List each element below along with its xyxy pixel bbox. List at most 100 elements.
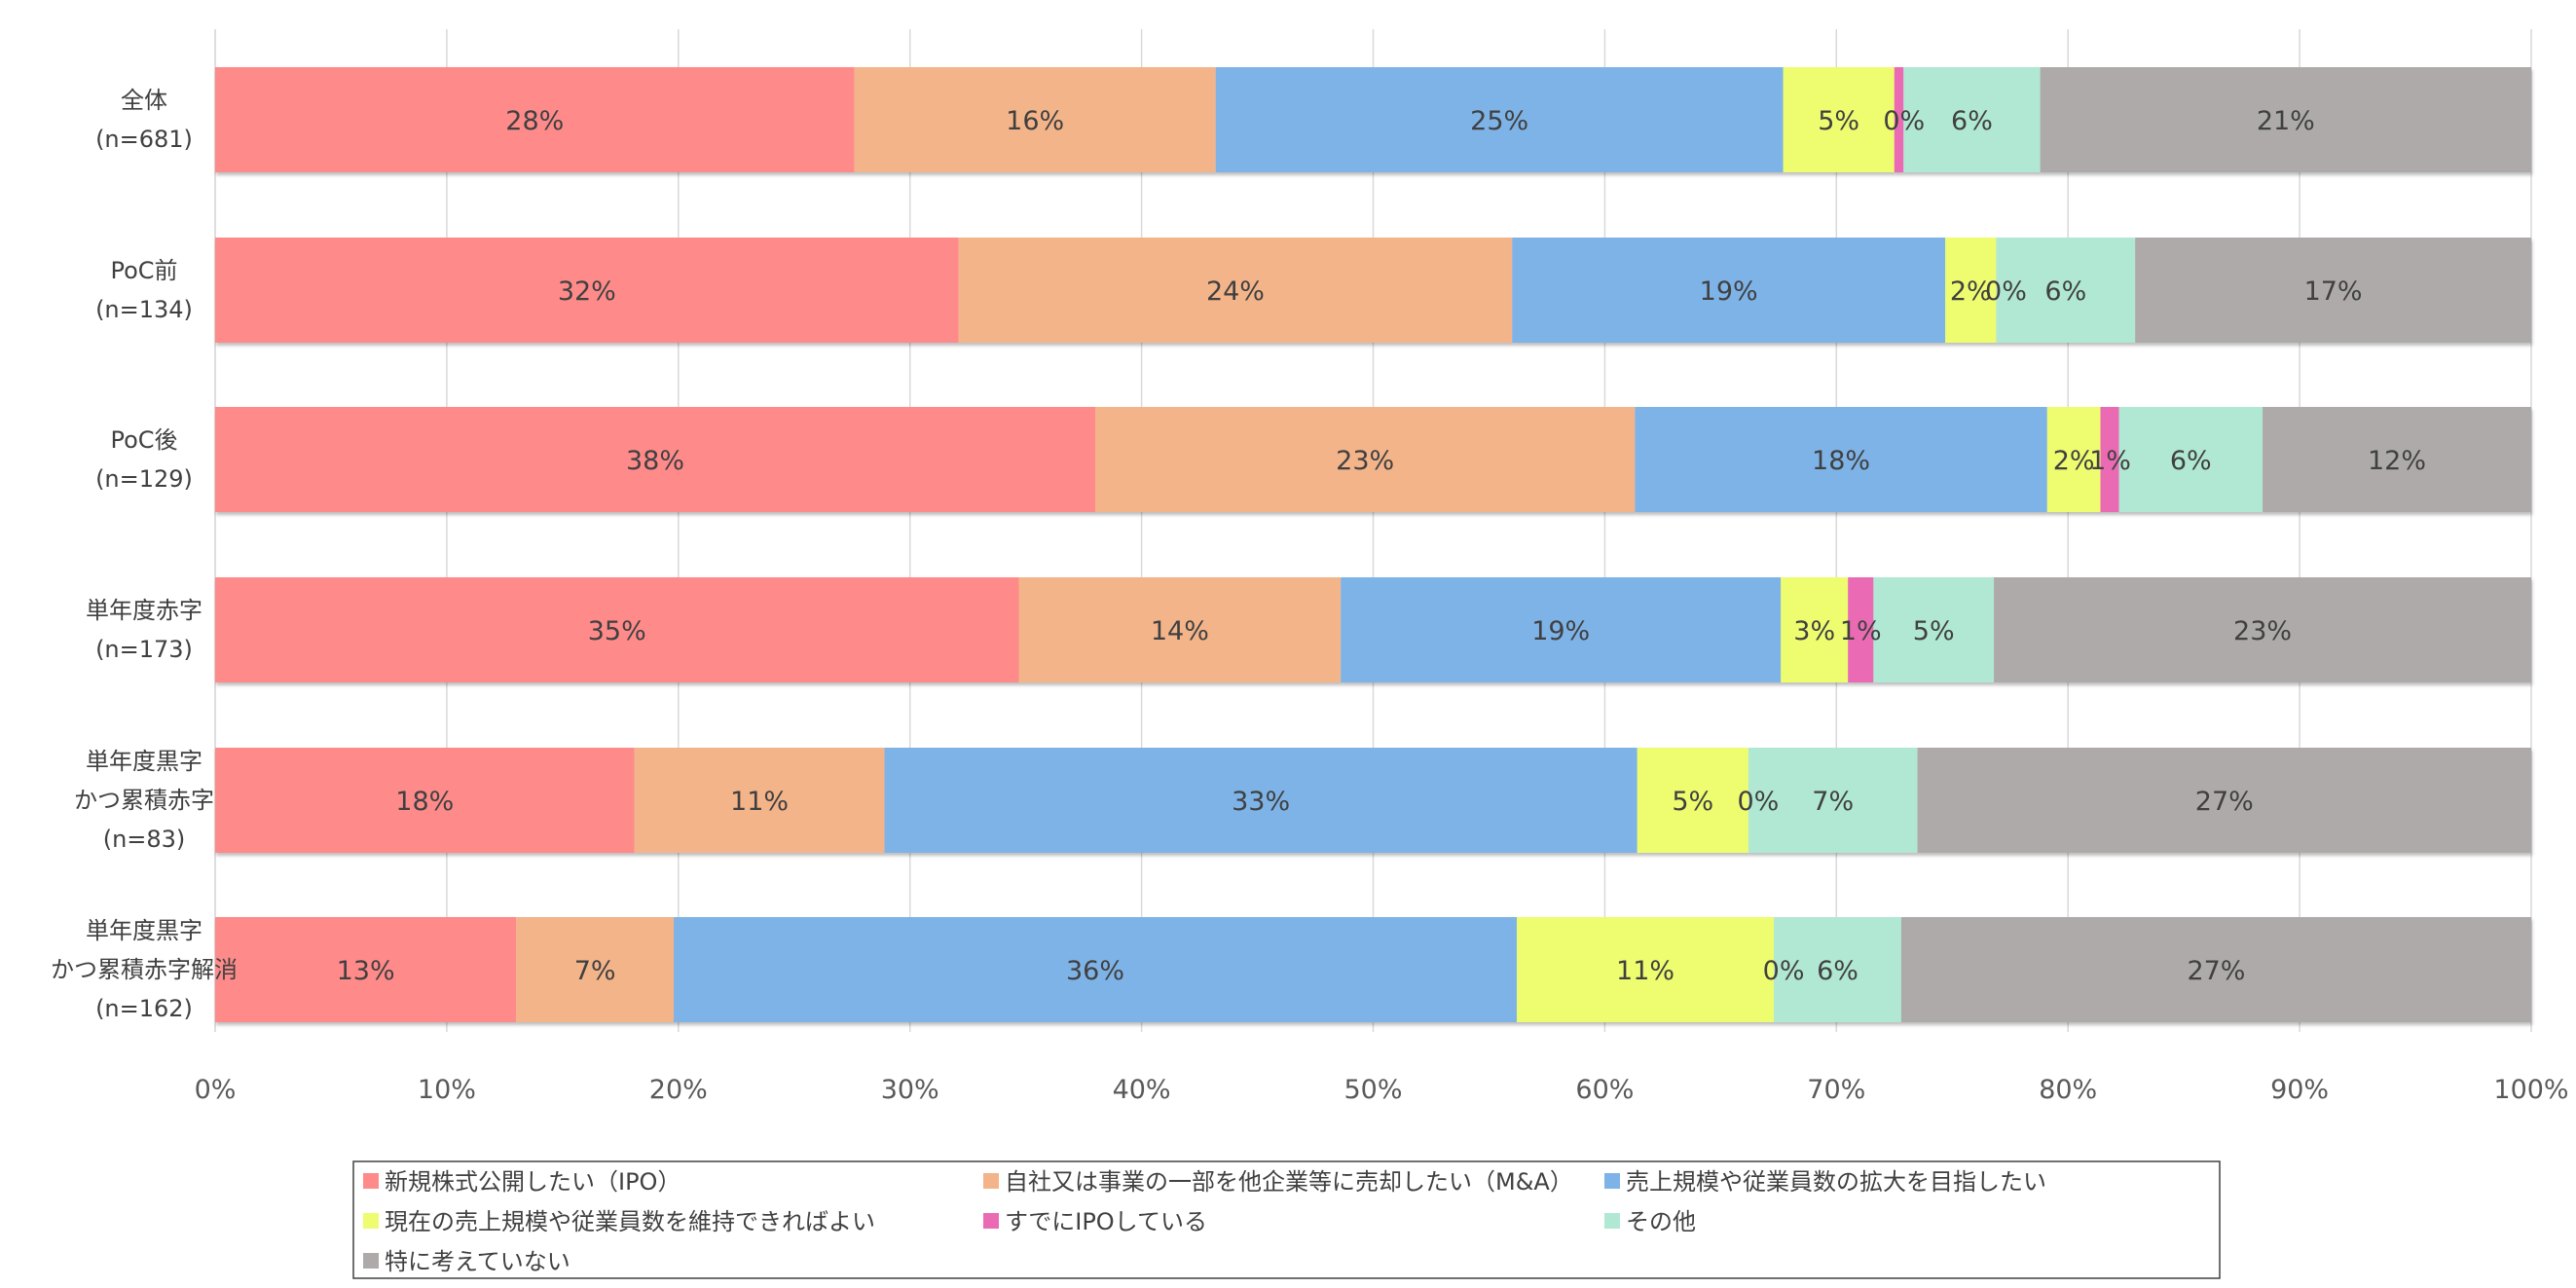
legend-swatch (1604, 1173, 1620, 1189)
bar-segment (1018, 577, 1342, 682)
data-label: 27% (2195, 787, 2254, 817)
data-label: 33% (1232, 787, 1290, 817)
data-label: 35% (588, 616, 646, 646)
bar-segment (516, 917, 675, 1022)
data-label: 6% (1951, 106, 1993, 136)
bar-segment (1873, 577, 1995, 682)
data-label: 24% (1206, 276, 1265, 307)
bar-segment (2263, 407, 2531, 512)
category-label: 単年度黒字 (86, 917, 202, 944)
bar-segment (215, 748, 635, 853)
data-label: 25% (1470, 106, 1528, 136)
bar-row (215, 407, 2531, 512)
x-tick-label: 100% (2493, 1075, 2568, 1105)
bar-row (215, 917, 2531, 1022)
bar-row (215, 748, 2531, 853)
data-label: 11% (730, 787, 789, 817)
data-label: 0% (1883, 106, 1925, 136)
x-tick-label: 90% (2270, 1075, 2329, 1105)
data-label: 2% (1950, 276, 1992, 307)
bar-segment (958, 238, 1513, 343)
bar-segment (215, 67, 855, 172)
bar-segment (1848, 577, 1874, 682)
data-label: 0% (1985, 276, 2027, 307)
bar-segment (1215, 67, 1784, 172)
bar-segment (1996, 238, 2136, 343)
data-label: 32% (558, 276, 616, 307)
data-label: 5% (1818, 106, 1859, 136)
x-tick-label: 60% (1575, 1075, 1634, 1105)
category-labels: 全体 (n=681) PoC前 (n=134) PoC後 (n=129) 単年度赤字 (n=1… (51, 87, 238, 1022)
data-label: 7% (1812, 787, 1854, 817)
data-label: 6% (2044, 276, 2086, 307)
data-label: 0% (1763, 956, 1805, 986)
legend-box (352, 1160, 2221, 1279)
data-label: 6% (1817, 956, 1858, 986)
bar-segment (2100, 407, 2119, 512)
category-label: かつ累積赤字解消 (51, 956, 238, 983)
x-tick-label: 50% (1343, 1075, 1402, 1105)
bar-segment (1516, 917, 1775, 1022)
legend-swatch (983, 1213, 999, 1229)
category-label: 単年度赤字 (86, 597, 202, 624)
data-label: 36% (1066, 956, 1124, 986)
bar-row-labels: 28% 16% 25% 5% 0% 6% 21% (505, 106, 2315, 136)
bar-segment (1637, 748, 1748, 853)
bar-segment (2135, 238, 2531, 343)
data-label: 19% (1700, 276, 1758, 307)
bar-segment (2118, 407, 2263, 512)
data-label: 17% (2304, 276, 2363, 307)
bar-row-labels: 38% 23% 18% 2%1% 6% 12% (626, 446, 2426, 476)
bar-row (215, 67, 2531, 172)
x-tick-label: 0% (195, 1075, 237, 1105)
bar-segment (1341, 577, 1782, 682)
bar-segment (215, 577, 1019, 682)
data-label: 3% (1793, 616, 1835, 646)
data-label: 18% (395, 787, 454, 817)
data-label: 11% (1616, 956, 1674, 986)
x-tick-label: 30% (881, 1075, 939, 1105)
data-label: 12% (2368, 446, 2426, 476)
data-label: 23% (2233, 616, 2292, 646)
data-label: 38% (626, 446, 684, 476)
bar-row-labels: 13% 7% 36% 11% 0% 6% 27% (337, 956, 2246, 986)
data-label: 6% (2170, 446, 2212, 476)
legend-swatch (1604, 1213, 1620, 1229)
gridlines (214, 29, 2532, 1032)
legend-swatch (363, 1173, 379, 1189)
bar-row-labels: 35% 14% 19% 3% 1% 5% 23% (588, 616, 2292, 646)
data-label: 18% (1812, 446, 1870, 476)
bar-row-labels: 32% 24% 19% 2%0% 6% 17% (558, 276, 2363, 307)
bar-segment (1894, 67, 1904, 172)
legend-entry: 特に考えていない (385, 1248, 570, 1275)
data-label: 5% (1913, 616, 1955, 646)
category-label: (n=129) (95, 465, 193, 493)
x-tick-label: 10% (418, 1075, 476, 1105)
x-tick-label: 70% (1807, 1075, 1865, 1105)
data-label: 13% (337, 956, 395, 986)
data-label: 2% (2053, 446, 2095, 476)
data-label: 7% (574, 956, 616, 986)
data-label: 1% (2089, 446, 2131, 476)
bar-segment (2046, 407, 2101, 512)
x-tick-label: 80% (2039, 1075, 2097, 1105)
category-label: (n=83) (103, 826, 186, 853)
data-label: 14% (1151, 616, 1209, 646)
data-label: 16% (1006, 106, 1064, 136)
data-label: 28% (505, 106, 564, 136)
category-label: (n=173) (95, 636, 193, 663)
category-label: 全体 (121, 87, 167, 114)
bar-segment (634, 748, 885, 853)
data-label: 1% (1840, 616, 1882, 646)
bar-segment (1781, 577, 1849, 682)
category-label: (n=681) (95, 126, 193, 153)
bar-segment (1774, 917, 1901, 1022)
bar-segment (674, 917, 1517, 1022)
bar-segment (1095, 407, 1636, 512)
bar-segment (1748, 748, 1918, 853)
bar-row-labels: 18% 11% 33% 5% 0% 7% 27% (395, 787, 2253, 817)
legend-swatch (983, 1173, 999, 1189)
legend-entry: すでにIPOしている (1005, 1208, 1207, 1235)
bar-segment (215, 407, 1096, 512)
